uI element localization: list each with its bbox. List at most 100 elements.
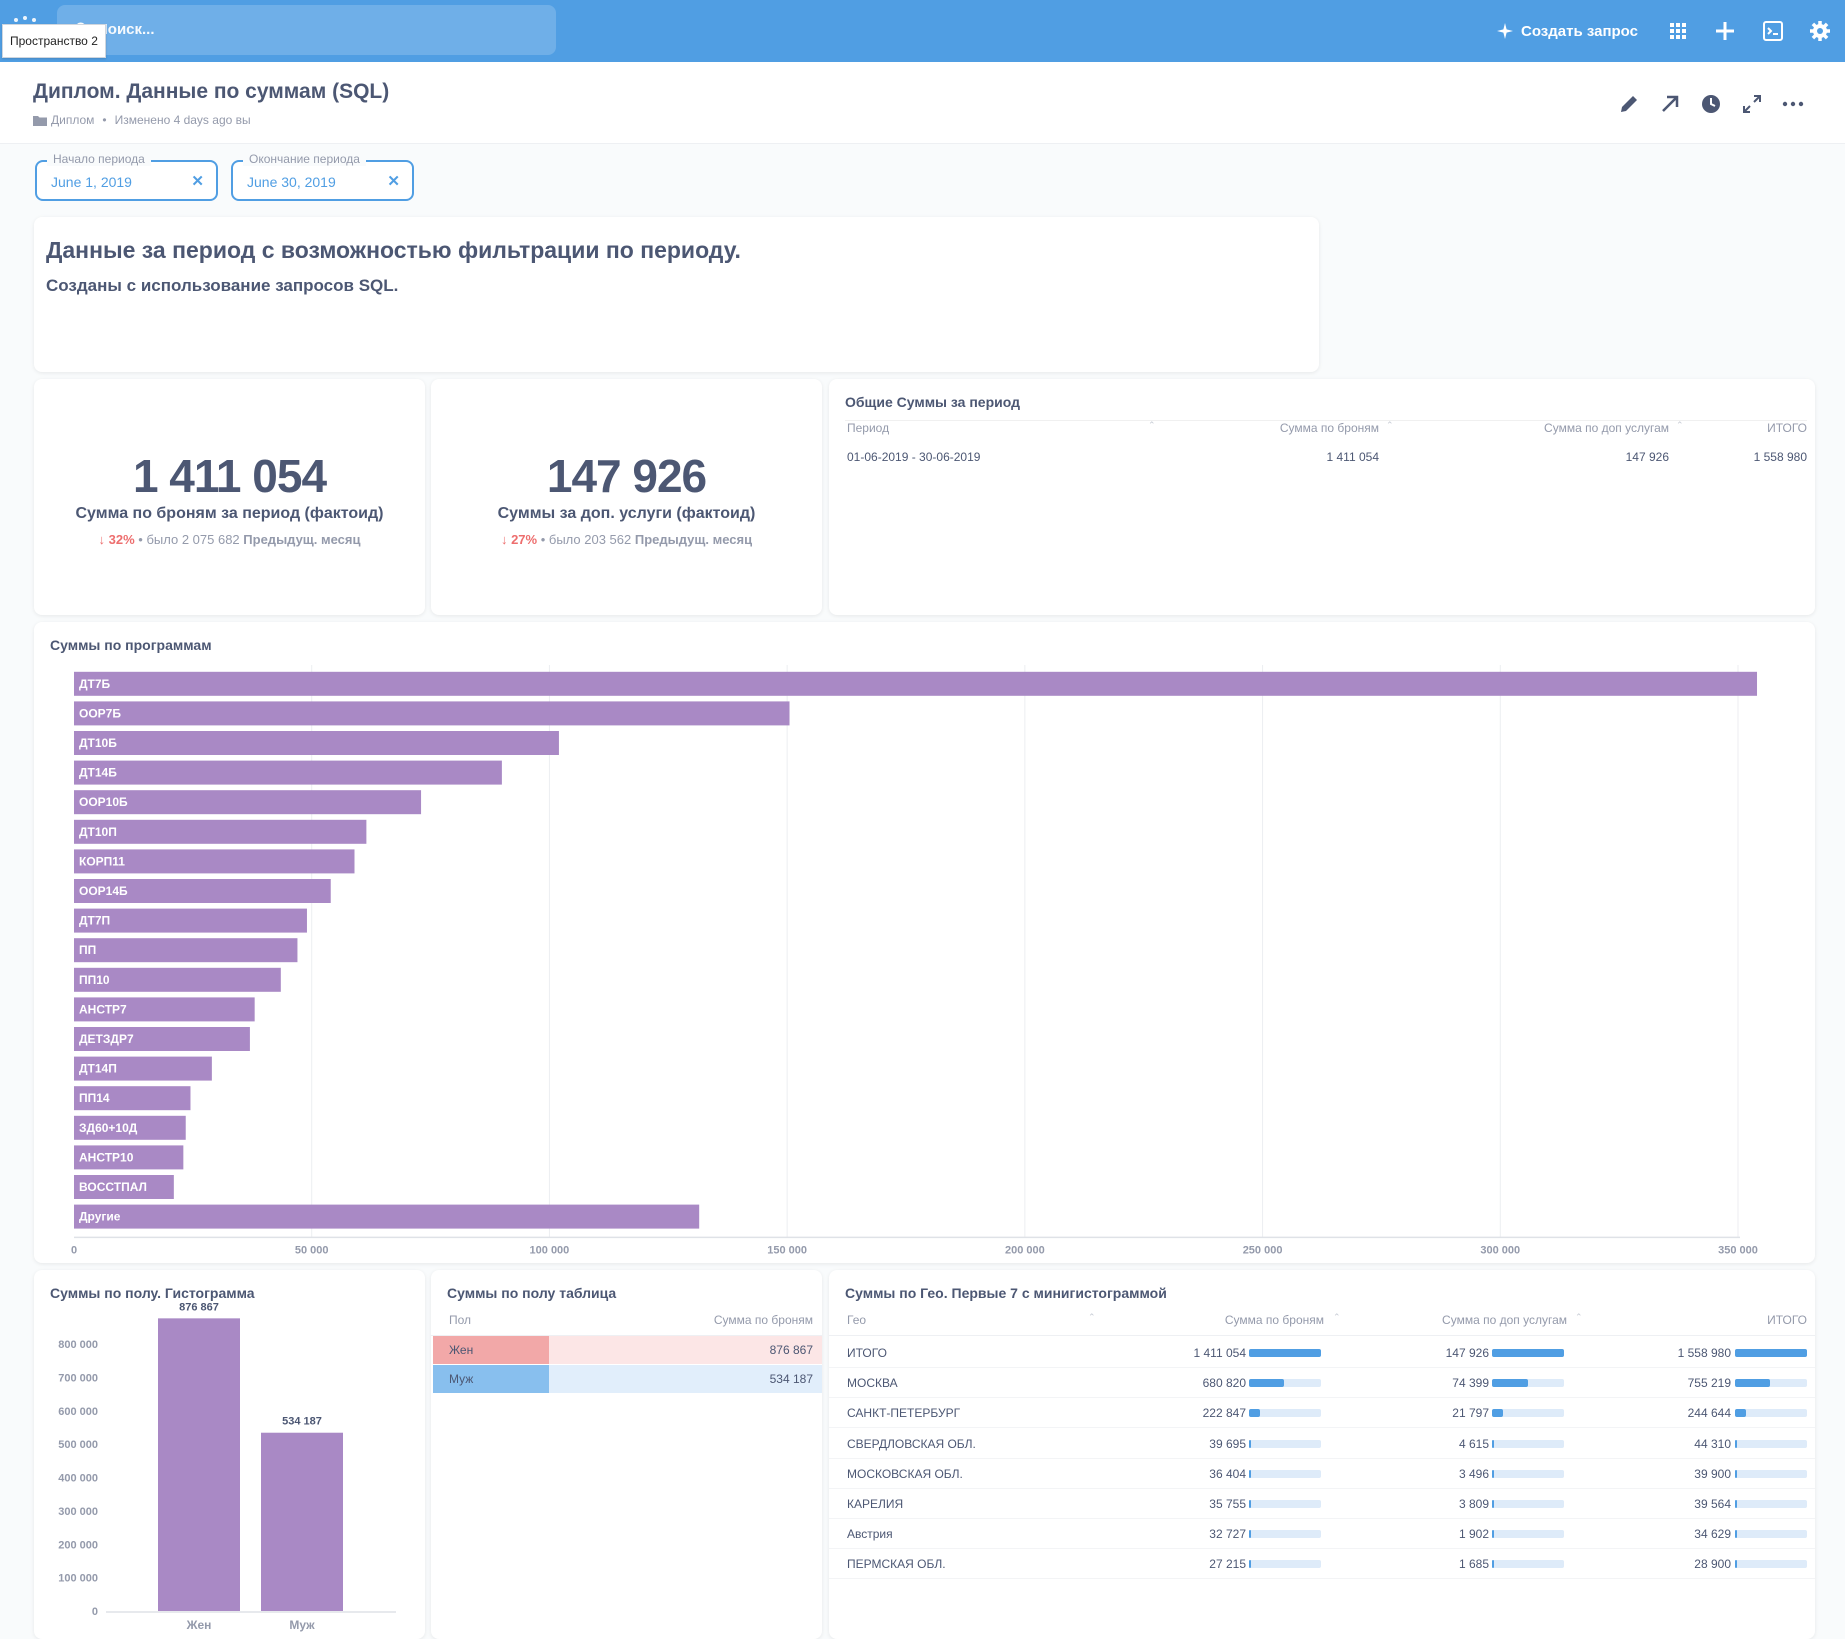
value-cell: 39 900 xyxy=(1694,1466,1731,1481)
mini-bar-fill xyxy=(1249,1530,1251,1539)
gender-color-female xyxy=(433,1336,549,1364)
bar[interactable] xyxy=(74,1027,250,1051)
column-header-services[interactable]: Сумма по доп услугам xyxy=(1442,1313,1567,1327)
bar[interactable] xyxy=(74,967,281,992)
clear-filter-icon[interactable]: ✕ xyxy=(387,173,400,190)
sql-editor-icon[interactable] xyxy=(1761,19,1785,43)
more-options-icon[interactable] xyxy=(1781,92,1805,116)
mini-bar-fill xyxy=(1492,1469,1494,1478)
gender-histogram-card[interactable]: Суммы по полу. Гистограмма 0 100 000 200 0… xyxy=(34,1270,425,1639)
filter-period-start[interactable]: Начало периода June 1, 2019 ✕ xyxy=(35,152,218,201)
search-input[interactable]: Поиск... xyxy=(57,5,556,55)
filter-value[interactable]: June 1, 2019 xyxy=(51,174,132,190)
scalar-card-bookings[interactable]: 1 411 054 Сумма по броням за период (фак… xyxy=(34,379,425,615)
card-title: Общие Суммы за период xyxy=(845,394,1021,410)
bar-label: ДТ10Б xyxy=(79,736,117,750)
bar[interactable] xyxy=(74,938,298,963)
bar[interactable] xyxy=(74,1204,700,1229)
bar[interactable] xyxy=(74,1086,191,1111)
collection-link[interactable]: Диплом xyxy=(51,113,95,127)
text-card-body: Созданы с использование запросов SQL. xyxy=(46,276,399,295)
scalar-card-services[interactable]: 147 926 Суммы за доп. услуги (фактоид) ↓… xyxy=(431,379,822,615)
y-tick-label: 800 000 xyxy=(58,1339,98,1351)
x-tick-label: 350 000 xyxy=(1718,1244,1758,1256)
bar[interactable] xyxy=(158,1318,240,1611)
bar-label: ДТ10П xyxy=(79,825,117,839)
value-cell: 1 685 xyxy=(1458,1557,1489,1572)
mini-bar-track xyxy=(1249,1500,1321,1508)
new-query-button[interactable]: Создать запрос xyxy=(1497,19,1638,43)
sort-icon[interactable]: ⌃ xyxy=(1148,420,1156,430)
bar[interactable] xyxy=(74,1115,186,1140)
bar[interactable] xyxy=(74,908,307,933)
bar[interactable] xyxy=(261,1432,343,1611)
bar-label: ООР10Б xyxy=(79,795,128,809)
x-tick-label: Муж xyxy=(289,1618,315,1632)
value-cell: 28 900 xyxy=(1694,1557,1731,1572)
gear-icon[interactable] xyxy=(1808,19,1832,43)
value-cell: 1 411 054 xyxy=(1193,1346,1247,1360)
scalar-caption: Сумма по броням за период (фактоид) xyxy=(75,505,384,522)
mini-bar-track xyxy=(1249,1560,1321,1569)
sort-icon[interactable]: ⌃ xyxy=(1333,1312,1341,1322)
bar[interactable] xyxy=(74,997,255,1022)
bar[interactable] xyxy=(74,1175,174,1199)
mini-bar-fill xyxy=(1492,1530,1494,1539)
grid-apps-icon[interactable] xyxy=(1666,19,1690,43)
filter-label: Окончание периода xyxy=(243,152,366,166)
sort-icon[interactable]: ⌃ xyxy=(1575,1312,1583,1322)
share-arrow-icon[interactable] xyxy=(1658,92,1682,116)
mini-bar-fill xyxy=(1492,1379,1529,1388)
mini-bar-track xyxy=(1735,1439,1807,1448)
column-header-bookings[interactable]: Сумма по броням xyxy=(1279,421,1379,435)
sort-icon[interactable]: ⌃ xyxy=(1088,1312,1096,1322)
bar[interactable] xyxy=(74,731,559,755)
bar[interactable] xyxy=(74,879,331,903)
column-header-geo[interactable]: Гео xyxy=(847,1313,867,1327)
filter-value[interactable]: June 30, 2019 xyxy=(247,174,336,190)
bar[interactable] xyxy=(74,819,367,844)
column-header-total[interactable]: ИТОГО xyxy=(1767,421,1807,435)
column-header-bookings[interactable]: Сумма по броням xyxy=(1224,1313,1324,1327)
geo-cell: ПЕРМСКАЯ ОБЛ. xyxy=(847,1557,946,1572)
y-tick-label: 600 000 xyxy=(58,1406,98,1418)
pencil-icon[interactable] xyxy=(1617,92,1641,116)
clock-icon[interactable] xyxy=(1699,92,1723,116)
table-cell: 534 187 xyxy=(769,1372,813,1386)
sort-icon[interactable]: ⌃ xyxy=(1386,420,1394,430)
card-title: Суммы по полу таблица xyxy=(447,1285,617,1301)
column-header-period[interactable]: Период xyxy=(847,421,890,435)
mini-bar-fill xyxy=(1735,1469,1737,1478)
bar[interactable] xyxy=(74,1145,184,1170)
mini-bar-track xyxy=(1249,1379,1321,1388)
bar[interactable] xyxy=(74,671,1758,696)
trend-previous: было 2 075 682 xyxy=(146,532,240,547)
mini-bar-fill xyxy=(1735,1379,1770,1388)
bar[interactable] xyxy=(74,790,422,815)
bar-label: ООР14Б xyxy=(79,884,128,898)
column-header-services[interactable]: Сумма по доп услугам xyxy=(1544,421,1669,435)
column-header-gender[interactable]: Пол xyxy=(449,1313,472,1327)
trend-separator: • xyxy=(540,532,549,547)
filter-label: Начало периода xyxy=(47,152,151,166)
mini-bar-fill xyxy=(1249,1469,1251,1478)
clear-filter-icon[interactable]: ✕ xyxy=(191,173,204,190)
bar[interactable] xyxy=(74,760,502,785)
table-cell: Жен xyxy=(449,1343,474,1357)
sort-icon[interactable]: ⌃ xyxy=(1676,420,1684,430)
column-header-total[interactable]: ИТОГО xyxy=(1767,1313,1807,1327)
bar[interactable] xyxy=(74,849,355,874)
geo-cell: СВЕРДЛОВСКАЯ ОБЛ. xyxy=(847,1436,976,1451)
sparkle-icon xyxy=(1497,23,1513,39)
filter-period-end[interactable]: Окончание периода June 30, 2019 ✕ xyxy=(231,152,414,201)
value-cell: 1 902 xyxy=(1458,1527,1489,1542)
bar[interactable] xyxy=(74,701,790,726)
fullscreen-icon[interactable] xyxy=(1740,92,1764,116)
plus-icon[interactable] xyxy=(1713,19,1737,43)
bar[interactable] xyxy=(74,1056,212,1081)
programs-chart-card[interactable]: Суммы по программам 0 50 000 100 000 150 00… xyxy=(34,622,1815,1263)
mini-bar-fill xyxy=(1249,1500,1251,1508)
column-header-bookings[interactable]: Сумма по броням xyxy=(713,1313,813,1327)
mini-bar-fill xyxy=(1249,1439,1252,1448)
mini-bar-track xyxy=(1249,1439,1321,1448)
